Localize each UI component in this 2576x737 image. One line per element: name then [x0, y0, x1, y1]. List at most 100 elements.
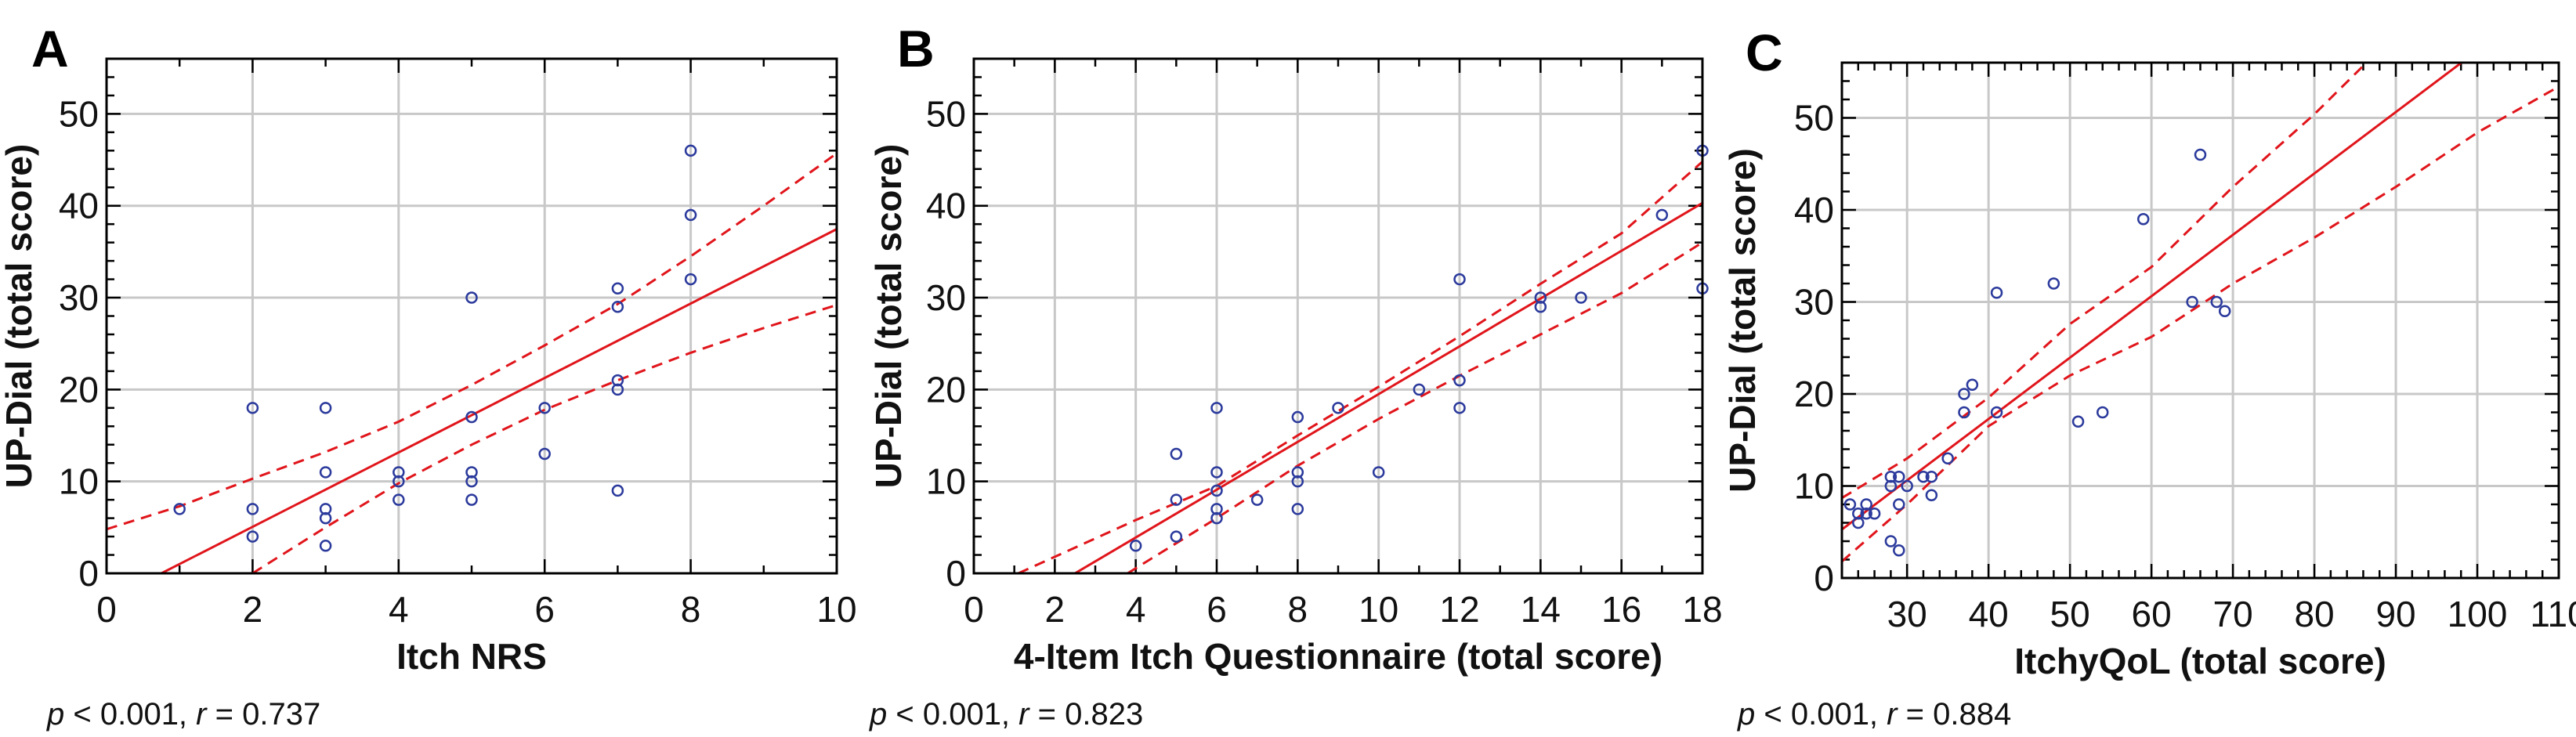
data-point [611, 484, 624, 497]
data-point [611, 374, 624, 387]
y-tick-label: 10 [59, 461, 99, 502]
data-point [319, 511, 332, 525]
data-point [246, 402, 259, 414]
stat-r: r [1887, 697, 1898, 732]
data-point [2071, 415, 2085, 428]
data-point [1575, 291, 1587, 304]
panel-c: 30 40 50 60 70 80 90 100 110 0 10 20 30 40 50 ItchyQoL … [1722, 23, 2576, 732]
x-tick-label: 8 [681, 589, 701, 630]
stat-p: p [1737, 697, 1755, 732]
ci-upper-line [1842, 63, 2368, 500]
x-tick-label: 2 [243, 589, 263, 630]
x-tick-label: 14 [1521, 589, 1561, 630]
y-tick-label: 0 [946, 553, 966, 594]
x-tick-label: 16 [1601, 589, 1641, 630]
plot-frame [972, 57, 1704, 575]
data-point [538, 402, 551, 414]
stat-p: p [869, 697, 887, 732]
y-axis-title: UP-Dial (total score) [868, 144, 909, 489]
stat-annotation: p < 0.001, r = 0.884 [1737, 697, 2011, 732]
panel-a: 0 2 4 6 8 10 0 10 20 30 40 50 Itch NRS UP-Dial (total… [0, 20, 857, 732]
y-axis-title: UP-Dial (total score) [0, 144, 39, 489]
regression-line [158, 228, 837, 573]
data-point [1170, 530, 1183, 543]
data-point [1893, 544, 1905, 557]
data-point [2096, 406, 2109, 419]
y-tick-label: 40 [1794, 190, 1834, 230]
y-tick-label: 50 [1794, 98, 1834, 139]
regression-group [1842, 63, 2559, 563]
data-point [465, 493, 478, 506]
y-tick-label: 10 [1794, 466, 1834, 507]
x-tick-label: 50 [2050, 594, 2090, 634]
stat-annotation: p < 0.001, r = 0.737 [46, 697, 320, 732]
y-tick-label: 50 [59, 93, 99, 134]
data-point [393, 493, 405, 506]
data-point [173, 503, 186, 515]
data-point [246, 530, 259, 543]
x-tick-label: 80 [2294, 594, 2334, 634]
data-point [393, 475, 405, 488]
data-point [465, 410, 478, 424]
regression-line [1842, 63, 2464, 531]
panel-label: C [1746, 23, 1783, 81]
y-tick-label: 10 [926, 461, 966, 502]
x-tick-label: 8 [1288, 589, 1308, 630]
data-point [1852, 516, 1865, 529]
y-tick-label: 20 [59, 369, 99, 410]
ci-upper-line [1018, 161, 1702, 573]
data-point [538, 447, 551, 461]
data-point [1893, 471, 1905, 483]
panel-label: B [897, 20, 935, 78]
data-point [393, 466, 405, 479]
data-point [1860, 508, 1872, 520]
x-tick-label: 10 [1359, 589, 1398, 630]
data-point [1291, 475, 1304, 488]
data-point [319, 503, 332, 515]
x-tick-label: 110 [2530, 594, 2576, 634]
data-point [2218, 305, 2231, 317]
panel-label: A [31, 20, 69, 78]
x-tick-label: 0 [96, 589, 117, 630]
data-point [1843, 498, 1857, 511]
data-point [1917, 471, 1930, 483]
x-tick-label: 30 [1887, 594, 1927, 634]
data-point [2136, 213, 2150, 226]
data-point [246, 503, 259, 515]
stat-mid: < 0.001, [1755, 697, 1887, 732]
data-point [465, 291, 478, 304]
data-point [1958, 388, 1970, 400]
data-point [684, 208, 697, 222]
x-tick-label: 6 [1207, 589, 1227, 630]
stat-end: = 0.884 [1898, 697, 2012, 732]
x-tick-label: 18 [1682, 589, 1722, 630]
data-point [684, 144, 697, 157]
data-point [611, 383, 624, 396]
ci-lower-line [251, 303, 837, 573]
x-axis-title: ItchyQoL (total score) [2014, 641, 2386, 681]
y-tick-label: 20 [1794, 374, 1834, 414]
data-point [1925, 489, 1938, 501]
data-point [1170, 493, 1183, 506]
data-point [1958, 406, 1970, 419]
data-point [1250, 493, 1264, 506]
data-point [1372, 466, 1385, 479]
y-tick-label: 20 [926, 369, 966, 410]
x-tick-label: 4 [1126, 589, 1146, 630]
y-tick-label: 0 [1814, 558, 1834, 598]
regression-group [107, 152, 837, 573]
data-point [1332, 402, 1344, 414]
data-point [1170, 447, 1183, 461]
y-tick-label: 30 [1794, 282, 1834, 323]
stat-end: = 0.823 [1029, 697, 1144, 732]
ci-upper-line [107, 152, 837, 531]
stat-p: p [46, 697, 64, 732]
x-tick-label: 100 [2448, 594, 2508, 634]
data-point [1210, 402, 1223, 414]
data-point [1453, 273, 1466, 286]
data-point [319, 540, 332, 552]
data-point [2047, 277, 2060, 290]
data-point [2210, 295, 2223, 309]
stat-mid: < 0.001, [64, 697, 196, 732]
